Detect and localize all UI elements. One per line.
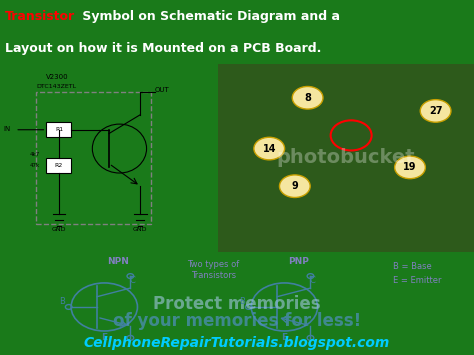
Text: Symbol on Schematic Diagram and a: Symbol on Schematic Diagram and a [78,10,340,23]
Text: Two types of: Two types of [187,261,239,269]
Bar [46,158,72,173]
Text: photobucket: photobucket [277,148,415,168]
Circle shape [280,175,310,197]
Text: Transistor: Transistor [246,87,419,115]
Circle shape [292,87,323,109]
Text: PNP: PNP [288,257,309,266]
Text: C: C [130,276,136,285]
Text: of your memories for less!: of your memories for less! [113,312,361,330]
Text: 4k7: 4k7 [30,152,40,157]
Text: 8: 8 [304,93,311,103]
Text: C: C [310,276,316,285]
Text: Transistors: Transistors [191,271,236,280]
Text: B: B [59,296,64,306]
Text: E = Emitter: E = Emitter [393,276,442,285]
Text: NPN: NPN [108,257,129,266]
Text: E: E [282,333,287,342]
Bar [46,122,72,137]
Text: Layout on how it is Mounted on a PCB Board.: Layout on how it is Mounted on a PCB Boa… [5,42,321,55]
Text: DTC143ZETL: DTC143ZETL [37,84,77,89]
Text: B: B [239,296,245,306]
Circle shape [420,100,451,122]
Text: 47k: 47k [30,163,40,168]
Text: 14: 14 [263,143,276,154]
Text: OUT: OUT [155,87,170,93]
Text: E: E [101,333,107,342]
Text: V2300: V2300 [46,74,68,80]
Text: R1: R1 [55,127,63,132]
Circle shape [254,137,284,160]
Bar [36,92,151,224]
Text: GND: GND [52,227,66,233]
Text: 27: 27 [429,106,442,116]
Text: 19: 19 [403,162,417,173]
Text: Protect memories: Protect memories [153,295,321,312]
Text: Transistor: Transistor [5,10,75,23]
Text: GND: GND [133,227,147,233]
Text: IN: IN [4,126,11,132]
Text: CellphoneRepairTutorials.blogspot.com: CellphoneRepairTutorials.blogspot.com [84,337,390,350]
Text: B = Base: B = Base [393,262,432,271]
Text: 9: 9 [292,181,298,191]
Text: R2: R2 [55,163,63,168]
Circle shape [395,156,425,179]
